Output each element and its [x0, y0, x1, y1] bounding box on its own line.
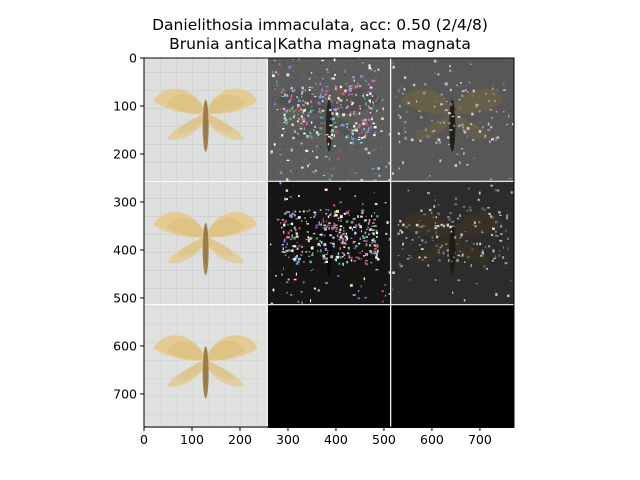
- tile-saliency-colored-r0c1: [267, 58, 391, 182]
- y-tick-label: 200: [113, 146, 137, 161]
- y-tick-label: 0: [129, 51, 137, 66]
- x-tick-label: 300: [276, 432, 300, 447]
- tile-empty-black-r2c2: [390, 304, 514, 428]
- y-tick-label: 700: [113, 386, 137, 401]
- tile-masked-overlay-r1c2: [390, 181, 514, 305]
- x-tick-label: 400: [324, 432, 348, 447]
- y-tick-label: 600: [113, 338, 137, 353]
- tile-moth-photo-r0c0: [144, 58, 268, 182]
- tile-moth-photo-r2c0: [144, 304, 268, 428]
- x-tick-label: 0: [140, 432, 148, 447]
- x-tick-label: 500: [372, 432, 396, 447]
- image-tiles: [144, 58, 515, 428]
- axes: 0 100 200 300 400 500 600 700 0 100 200 300 400 500 60…: [113, 51, 515, 447]
- tile-moth-photo-r1c0: [144, 181, 268, 305]
- y-tick-label: 300: [113, 194, 137, 209]
- x-tick-label: 100: [180, 432, 204, 447]
- x-tick-label: 600: [420, 432, 444, 447]
- y-tick-label: 400: [113, 242, 137, 257]
- y-tick-label: 500: [113, 290, 137, 305]
- tile-masked-overlay-r0c2: [390, 58, 515, 182]
- tile-empty-black-r2c1: [267, 304, 391, 428]
- x-tick-label: 700: [468, 432, 492, 447]
- figure-title-line-2: Brunia antica|Katha magnata magnata: [169, 35, 471, 53]
- axes-frame: [143, 57, 515, 428]
- figure-title-line-1: Danielithosia immaculata, acc: 0.50 (2/4…: [152, 16, 488, 34]
- x-tick-label: 200: [228, 432, 252, 447]
- y-tick-label: 100: [113, 98, 137, 113]
- tile-saliency-colored-r1c1: [267, 181, 392, 305]
